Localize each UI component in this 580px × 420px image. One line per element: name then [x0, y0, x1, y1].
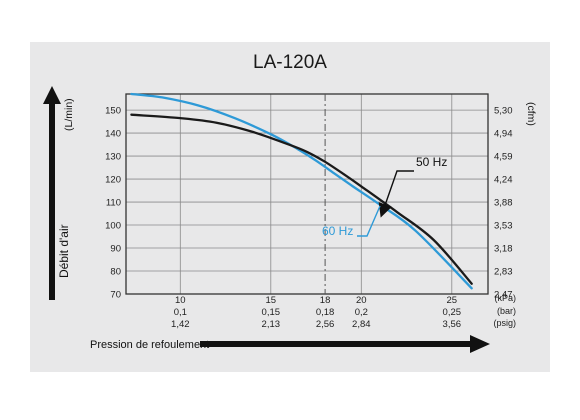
y-right-tick-label: 4,24	[494, 175, 513, 186]
series-line-60hz	[130, 92, 473, 290]
y-left-tick-label: 110	[106, 198, 121, 209]
chart-panel	[30, 42, 550, 372]
y-right-tick-label: 3,18	[494, 244, 513, 255]
series-label-60hz-leader	[357, 205, 381, 237]
y-left-unit: (L/min)	[63, 98, 75, 131]
x-tick-labels: 100,11,42 150,152,13 180,182,56 200,22,84 25…	[171, 295, 461, 330]
y-right-tick-label: 4,59	[494, 152, 513, 163]
x-tick-label-kpa: 18	[320, 295, 331, 306]
y-left-tick-label: 130	[105, 152, 121, 163]
y-axis-label: Débit d'air	[57, 224, 71, 278]
x-tick-label-bar: 0,18	[316, 307, 335, 318]
x-tick-label-bar: 0,25	[443, 307, 462, 318]
x-tick-label-kpa: 15	[266, 295, 277, 306]
series-line-50hz	[130, 113, 473, 285]
y-axis-arrow	[43, 86, 61, 300]
grid-lines	[126, 94, 488, 294]
x-tick-label-psig: 2,56	[316, 319, 335, 330]
x-unit-bar: (bar)	[497, 306, 516, 316]
x-tick-label-psig: 2,13	[262, 319, 281, 330]
plot-frame	[125, 93, 489, 295]
y-right-unit: (cfm)	[525, 102, 537, 126]
chart-title: LA-120A	[253, 52, 327, 73]
y-right-tick-label: 4,94	[494, 129, 513, 140]
x-tick-label-kpa: 25	[447, 295, 458, 306]
series-lines	[130, 92, 473, 290]
x-tick-label-kpa: 20	[356, 295, 367, 306]
y-left-tick-label: 100	[105, 221, 121, 232]
y-right-tick-label: 2,47	[494, 290, 513, 301]
y-left-tick-label: 80	[110, 267, 121, 278]
x-tick-label-bar: 0,1	[174, 307, 187, 318]
series-label-60hz: 60 Hz	[322, 224, 353, 238]
y-right-tick-label: 3,88	[494, 198, 513, 209]
y-left-tick-label: 140	[105, 129, 121, 140]
series-label-50hz: 50 Hz	[416, 155, 447, 169]
x-unit-psig: (psig)	[493, 318, 516, 328]
x-unit-kpa: (kPa)	[494, 293, 516, 303]
y-right-tick-label: 3,53	[494, 221, 513, 232]
x-axis-label: Pression de refoulement	[90, 339, 209, 351]
x-axis-arrow	[200, 335, 490, 353]
y-left-tick-label: 90	[110, 244, 121, 255]
x-tick-label-bar: 0,15	[262, 307, 281, 318]
x-tick-label-psig: 3,56	[443, 319, 462, 330]
x-tick-label-psig: 1,42	[171, 319, 190, 330]
x-tick-label-psig: 2,84	[352, 319, 371, 330]
y-left-tick-label: 70	[110, 290, 121, 301]
series-label-50hz-leader	[378, 170, 414, 218]
x-tick-label-bar: 0,2	[355, 307, 368, 318]
y-right-tick-label: 2,83	[494, 267, 513, 278]
y-left-tick-label: 150	[105, 106, 121, 117]
y-right-tick-label: 5,30	[494, 106, 513, 117]
y-left-tick-labels: 70 80 90 100 110 120 130 140 150	[105, 106, 121, 301]
x-tick-label-kpa: 10	[175, 295, 186, 306]
y-left-tick-label: 120	[105, 175, 121, 186]
y-right-tick-labels: 2,47 2,83 3,18 3,53 3,88 4,24 4,59 4,94 5,30	[494, 106, 513, 301]
